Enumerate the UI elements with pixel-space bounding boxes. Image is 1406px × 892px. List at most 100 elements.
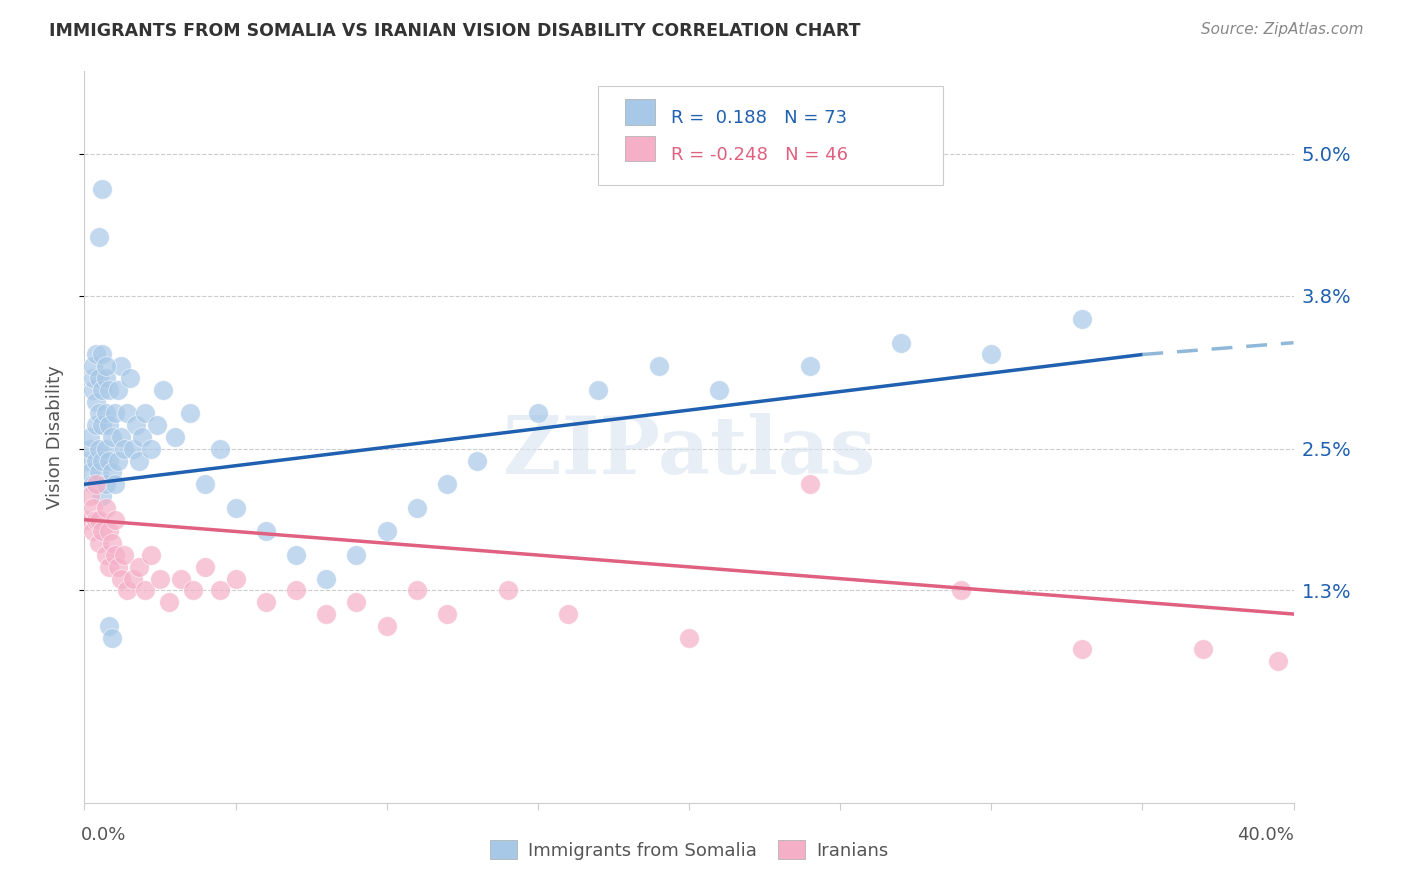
Point — [100, 536, 122, 550]
Point — [76, 513, 98, 527]
Point — [134, 407, 156, 421]
Point — [94, 548, 117, 562]
Point — [346, 595, 368, 609]
Point — [86, 453, 108, 467]
Point — [104, 548, 127, 562]
Point — [209, 583, 232, 598]
Point — [91, 453, 114, 467]
Point — [890, 335, 912, 350]
Point — [980, 347, 1002, 361]
Point — [209, 442, 232, 456]
Text: IMMIGRANTS FROM SOMALIA VS IRANIAN VISION DISABILITY CORRELATION CHART: IMMIGRANTS FROM SOMALIA VS IRANIAN VISIO… — [49, 22, 860, 40]
Point — [82, 371, 104, 385]
Point — [121, 572, 143, 586]
Point — [104, 513, 127, 527]
Point — [131, 430, 153, 444]
Point — [527, 407, 550, 421]
Point — [107, 559, 129, 574]
FancyBboxPatch shape — [599, 86, 943, 185]
Point — [86, 394, 108, 409]
Point — [89, 536, 111, 550]
Point — [254, 524, 277, 539]
Text: R =  0.188   N = 73: R = 0.188 N = 73 — [671, 109, 846, 128]
Point — [76, 453, 98, 467]
Point — [950, 583, 973, 598]
Point — [86, 477, 108, 491]
Point — [110, 430, 132, 444]
Point — [91, 524, 114, 539]
Point — [94, 359, 117, 374]
Point — [254, 595, 277, 609]
Point — [107, 383, 129, 397]
Point — [91, 418, 114, 433]
Point — [225, 500, 247, 515]
Point — [128, 453, 150, 467]
Y-axis label: Vision Disability: Vision Disability — [45, 365, 63, 509]
Point — [82, 359, 104, 374]
Point — [86, 418, 108, 433]
Point — [121, 442, 143, 456]
Point — [125, 418, 148, 433]
Point — [436, 607, 458, 621]
Point — [194, 477, 217, 491]
Point — [94, 500, 117, 515]
Text: ZIPatlas: ZIPatlas — [503, 413, 875, 491]
Point — [86, 347, 108, 361]
Point — [134, 583, 156, 598]
Point — [799, 359, 821, 374]
Point — [97, 418, 120, 433]
Point — [118, 371, 141, 385]
Point — [406, 583, 429, 598]
Point — [406, 500, 429, 515]
Point — [94, 442, 117, 456]
Point — [225, 572, 247, 586]
Point — [97, 524, 120, 539]
Point — [79, 466, 101, 480]
Point — [82, 383, 104, 397]
Point — [375, 524, 398, 539]
Point — [110, 572, 132, 586]
Point — [107, 453, 129, 467]
Point — [285, 583, 308, 598]
Point — [112, 442, 135, 456]
Point — [678, 631, 700, 645]
Point — [94, 371, 117, 385]
Point — [194, 559, 217, 574]
Legend: Immigrants from Somalia, Iranians: Immigrants from Somalia, Iranians — [482, 833, 896, 867]
Point — [100, 430, 122, 444]
Point — [146, 418, 169, 433]
Point — [648, 359, 671, 374]
Point — [97, 559, 120, 574]
Point — [91, 489, 114, 503]
Point — [91, 383, 114, 397]
Point — [89, 442, 111, 456]
Point — [315, 572, 337, 586]
Point — [375, 619, 398, 633]
Point — [79, 442, 101, 456]
Point — [139, 548, 162, 562]
Point — [799, 477, 821, 491]
Point — [1071, 312, 1094, 326]
Point — [89, 466, 111, 480]
Point — [91, 347, 114, 361]
Point — [179, 407, 201, 421]
Point — [94, 477, 117, 491]
Point — [115, 583, 138, 598]
Point — [152, 383, 174, 397]
Point — [157, 595, 180, 609]
Text: 40.0%: 40.0% — [1237, 826, 1294, 845]
Point — [82, 500, 104, 515]
Point — [165, 430, 187, 444]
Point — [91, 182, 114, 196]
Point — [86, 513, 108, 527]
Point — [110, 359, 132, 374]
Point — [89, 407, 111, 421]
Point — [115, 407, 138, 421]
Point — [97, 453, 120, 467]
Point — [709, 383, 731, 397]
FancyBboxPatch shape — [624, 136, 655, 161]
Point — [1267, 654, 1289, 668]
Point — [467, 453, 489, 467]
Point — [97, 619, 120, 633]
Text: Source: ZipAtlas.com: Source: ZipAtlas.com — [1201, 22, 1364, 37]
